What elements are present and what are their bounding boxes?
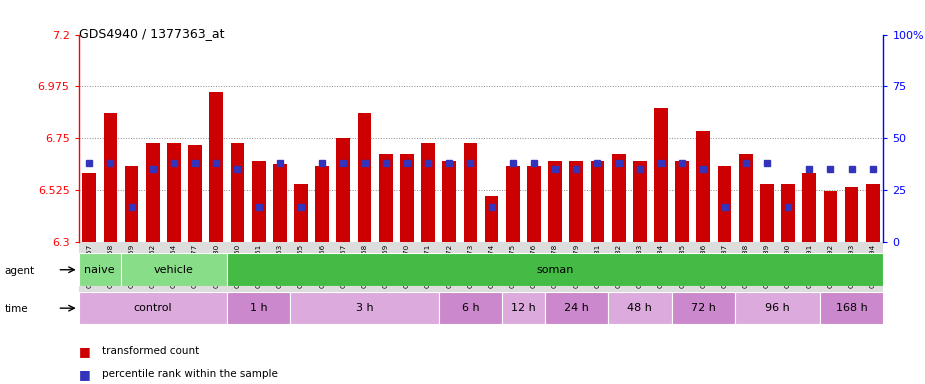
Bar (463, 143, 477, 242)
Bar (735, 292, 820, 324)
Bar (337, 138, 351, 242)
Bar (760, 184, 774, 242)
Bar (718, 166, 732, 242)
Bar (527, 166, 541, 242)
Text: control: control (133, 303, 172, 313)
Text: 168 h: 168 h (835, 303, 868, 313)
Bar (485, 196, 499, 242)
Bar (866, 184, 880, 242)
Bar (294, 184, 308, 242)
Bar (315, 166, 329, 242)
Bar (608, 292, 672, 324)
Bar (79, 253, 121, 286)
Bar (125, 166, 139, 242)
Text: 12 h: 12 h (511, 303, 536, 313)
Bar (633, 161, 647, 242)
Bar (400, 154, 413, 242)
Bar (820, 292, 883, 324)
Bar (590, 161, 604, 242)
Bar (697, 131, 710, 242)
Bar (379, 154, 392, 242)
Text: naive: naive (84, 265, 115, 275)
Bar (782, 184, 795, 242)
Bar (167, 143, 180, 242)
Bar (739, 154, 753, 242)
Bar (802, 173, 816, 242)
Bar (823, 191, 837, 242)
Bar (252, 161, 265, 242)
Bar (358, 113, 372, 242)
Text: 48 h: 48 h (627, 303, 652, 313)
Bar (545, 292, 608, 324)
Bar (672, 292, 735, 324)
Text: 1 h: 1 h (250, 303, 267, 313)
Bar (845, 187, 858, 242)
Bar (506, 166, 520, 242)
Text: vehicle: vehicle (154, 265, 194, 275)
Bar (421, 143, 435, 242)
Bar (570, 161, 583, 242)
Bar (209, 92, 223, 242)
Bar (227, 292, 290, 324)
Bar (675, 161, 689, 242)
Bar (121, 253, 227, 286)
Text: GDS4940 / 1377363_at: GDS4940 / 1377363_at (79, 27, 224, 40)
Text: time: time (5, 304, 29, 314)
Bar (549, 161, 562, 242)
Bar (104, 113, 117, 242)
Text: 96 h: 96 h (765, 303, 790, 313)
Bar (442, 161, 456, 242)
Text: agent: agent (5, 266, 35, 276)
Text: 24 h: 24 h (564, 303, 588, 313)
Text: soman: soman (536, 265, 574, 275)
Bar (273, 164, 287, 242)
Text: ■: ■ (79, 345, 91, 358)
Text: 6 h: 6 h (462, 303, 479, 313)
Text: 72 h: 72 h (691, 303, 716, 313)
Bar (79, 292, 227, 324)
Bar (654, 108, 668, 242)
Bar (82, 173, 96, 242)
Bar (611, 154, 625, 242)
Bar (188, 145, 202, 242)
Text: 3 h: 3 h (356, 303, 374, 313)
Bar (502, 292, 545, 324)
Text: ■: ■ (79, 368, 91, 381)
Text: transformed count: transformed count (102, 346, 199, 356)
Bar (146, 143, 160, 242)
Text: percentile rank within the sample: percentile rank within the sample (102, 369, 278, 379)
Bar (227, 253, 883, 286)
Bar (290, 292, 438, 324)
Bar (230, 143, 244, 242)
Bar (438, 292, 502, 324)
